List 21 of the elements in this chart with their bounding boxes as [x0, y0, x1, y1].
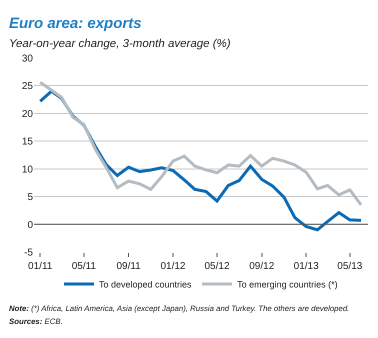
x-tick-label: 01/13 [294, 261, 320, 272]
y-tick-label: 25 [22, 81, 34, 92]
y-tick-label: 20 [22, 108, 34, 120]
x-tick-label: 01/12 [160, 261, 186, 272]
y-tick-label: 30 [22, 54, 34, 64]
y-tick-label: 5 [27, 192, 34, 204]
x-tick-label: 09/11 [116, 261, 142, 272]
x-tick-label: 09/12 [249, 261, 275, 272]
y-tick-label: 15 [22, 136, 34, 148]
x-tick-label: 01/11 [28, 261, 53, 272]
line-series [38, 80, 363, 206]
legend-label: To emerging countries (*) [237, 279, 338, 290]
x-tick-label: 05/12 [204, 261, 230, 272]
x-tick-label: 05/13 [337, 261, 363, 272]
chart-title: Euro area: exports [9, 15, 142, 32]
y-tick-label: -5 [24, 248, 34, 258]
legend-label: To developed countries [99, 279, 192, 290]
chart-subtitle: Year-on-year change, 3-month average (%) [9, 38, 231, 50]
x-tick-label: 05/11 [72, 261, 96, 272]
y-tick-label: 10 [22, 164, 34, 176]
y-tick-label: 0 [27, 220, 34, 231]
